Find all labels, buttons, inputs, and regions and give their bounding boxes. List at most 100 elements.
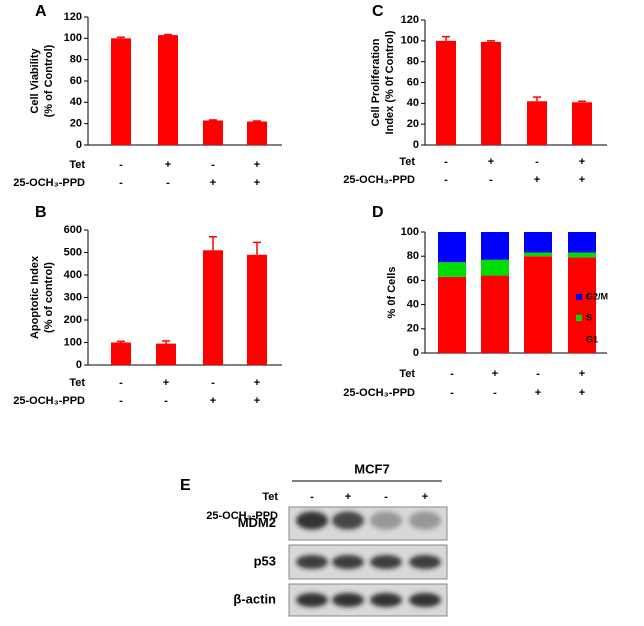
condition-value: - xyxy=(536,368,540,380)
condition-label: Tet xyxy=(399,368,415,380)
band xyxy=(296,555,328,569)
y-tick-label: 500 xyxy=(64,246,82,258)
y-tick-label: 120 xyxy=(401,14,419,26)
panel-label: C xyxy=(372,3,384,20)
bar xyxy=(436,40,456,146)
y-axis-label: Apoptotic Index xyxy=(29,255,41,339)
row-label: MDM2 xyxy=(238,515,276,530)
condition-value: - xyxy=(211,159,215,171)
bar xyxy=(111,38,131,146)
condition-value: - xyxy=(211,377,215,389)
condition-label: 25-OCH₃-PPD xyxy=(343,174,415,186)
y-tick-label: 20 xyxy=(407,323,419,335)
bar xyxy=(481,41,501,145)
condition-value: + xyxy=(254,377,260,389)
panel-label: B xyxy=(35,204,47,221)
condition-value: - xyxy=(444,174,448,186)
bar xyxy=(203,120,223,145)
bar xyxy=(203,250,223,365)
band xyxy=(409,593,441,607)
y-tick-label: 60 xyxy=(70,75,82,87)
bar-segment xyxy=(524,232,552,253)
band xyxy=(332,511,364,530)
band xyxy=(370,593,402,607)
condition-value: + xyxy=(422,491,428,503)
condition-label: Tet xyxy=(69,159,85,171)
condition-value: + xyxy=(254,395,260,407)
condition-label: 25-OCH₃-PPD xyxy=(13,395,85,407)
y-tick-label: 100 xyxy=(64,336,82,348)
bar xyxy=(158,35,178,146)
condition-value: + xyxy=(345,491,351,503)
bar xyxy=(527,101,547,145)
bar xyxy=(156,343,176,365)
legend-swatch xyxy=(576,294,582,300)
y-tick-label: 80 xyxy=(407,250,419,262)
y-tick-label: 0 xyxy=(413,139,419,151)
y-tick-label: 0 xyxy=(76,359,82,371)
condition-value: + xyxy=(210,177,216,189)
band xyxy=(296,593,328,607)
y-tick-label: 40 xyxy=(70,96,82,108)
bar-segment xyxy=(438,276,466,353)
band xyxy=(409,555,441,569)
cell-line: MCF7 xyxy=(354,461,389,476)
y-axis-label: (% of control) xyxy=(43,262,55,333)
condition-value: - xyxy=(164,395,168,407)
condition-value: + xyxy=(488,156,494,168)
condition-value: - xyxy=(493,387,497,399)
y-tick-label: 300 xyxy=(64,291,82,303)
row-label: β-actin xyxy=(233,591,276,606)
y-axis-label: (% of Control) xyxy=(43,44,55,117)
panel-label: A xyxy=(35,3,47,20)
condition-value: - xyxy=(535,156,539,168)
condition-value: - xyxy=(450,368,454,380)
legend-swatch xyxy=(576,337,582,343)
legend-label: G1 xyxy=(586,334,598,344)
bar-segment xyxy=(524,256,552,353)
y-tick-label: 20 xyxy=(70,118,82,130)
bar-segment xyxy=(438,262,466,277)
y-tick-label: 100 xyxy=(401,226,419,238)
bar-segment xyxy=(481,275,509,353)
y-tick-label: 200 xyxy=(64,314,82,326)
condition-label: 25-OCH₃-PPD xyxy=(206,510,278,522)
legend-label: G2/M xyxy=(586,291,608,301)
band xyxy=(370,511,402,530)
condition-label: 25-OCH₃-PPD xyxy=(343,387,415,399)
condition-value: + xyxy=(579,174,585,186)
condition-value: + xyxy=(165,159,171,171)
y-tick-label: 100 xyxy=(401,35,419,47)
y-tick-label: 60 xyxy=(407,76,419,88)
condition-value: + xyxy=(492,368,498,380)
condition-value: - xyxy=(450,387,454,399)
condition-value: - xyxy=(119,177,123,189)
y-axis-label: Index (% 0f Control) xyxy=(384,30,396,134)
bar-segment xyxy=(481,259,509,276)
bar xyxy=(247,254,267,365)
condition-value: + xyxy=(254,159,260,171)
y-axis-label: Cell Viability xyxy=(29,48,41,114)
condition-value: - xyxy=(119,159,123,171)
band xyxy=(332,555,364,569)
legend-swatch xyxy=(576,315,582,321)
y-tick-label: 600 xyxy=(64,224,82,236)
bar xyxy=(111,342,131,365)
bar-segment xyxy=(524,252,552,257)
condition-value: + xyxy=(210,395,216,407)
bar xyxy=(247,121,267,145)
condition-value: + xyxy=(579,156,585,168)
condition-value: - xyxy=(310,491,314,503)
y-tick-label: 0 xyxy=(413,347,419,359)
condition-value: + xyxy=(579,387,585,399)
condition-label: Tet xyxy=(262,491,278,503)
row-label: p53 xyxy=(254,553,276,568)
y-tick-label: 120 xyxy=(64,11,82,23)
y-axis-label: % 0f Cells xyxy=(386,267,398,319)
condition-value: - xyxy=(119,395,123,407)
band xyxy=(296,511,328,530)
y-tick-label: 0 xyxy=(76,139,82,151)
condition-value: + xyxy=(163,377,169,389)
condition-value: + xyxy=(254,177,260,189)
